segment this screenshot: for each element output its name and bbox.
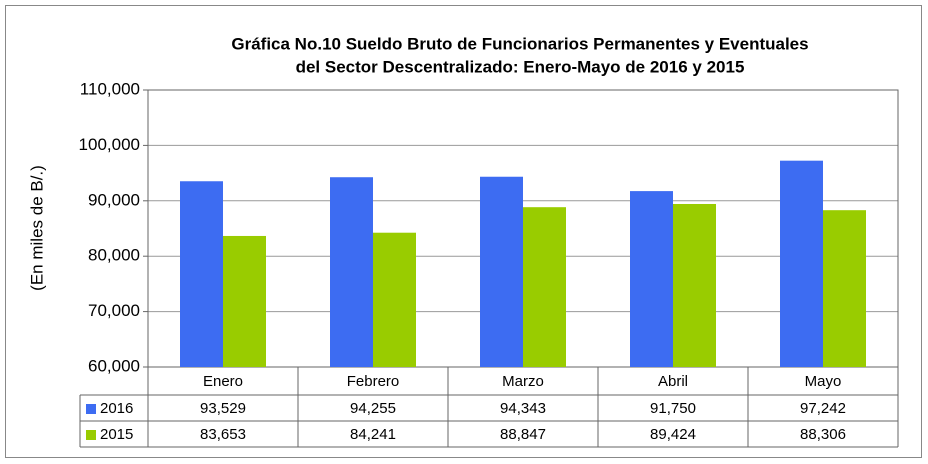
- bar: [180, 181, 223, 367]
- x-tick-label: Marzo: [502, 373, 544, 390]
- legend-key: [86, 404, 96, 414]
- legend-label: 2015: [100, 426, 133, 443]
- y-tick-label: 100,000: [79, 135, 140, 154]
- bar: [373, 232, 416, 367]
- y-tick-label: 60,000: [88, 356, 140, 375]
- data-label: 91,750: [650, 400, 696, 417]
- legend-label: 2016: [100, 400, 133, 417]
- y-tick-label: 110,000: [80, 79, 140, 98]
- data-label: 88,847: [500, 426, 546, 443]
- data-label: 94,343: [500, 400, 546, 417]
- data-label: 89,424: [650, 426, 696, 443]
- bar: [523, 207, 566, 367]
- bar: [330, 177, 373, 367]
- data-label: 88,306: [800, 426, 846, 443]
- bar: [780, 160, 823, 367]
- y-axis-label: (En miles de B/.): [27, 165, 46, 291]
- chart-title: Gráfica No.10 Sueldo Bruto de Funcionari…: [231, 34, 808, 53]
- chart-title: del Sector Descentralizado: Enero-Mayo d…: [296, 57, 745, 76]
- bar: [630, 191, 673, 367]
- bar: [223, 235, 266, 367]
- data-label: 94,255: [350, 400, 396, 417]
- y-tick-label: 80,000: [88, 246, 140, 265]
- y-tick-label: 70,000: [88, 301, 140, 320]
- x-tick-label: Febrero: [347, 373, 400, 390]
- data-label: 83,653: [200, 426, 246, 443]
- x-tick-label: Abril: [658, 373, 688, 390]
- bar: [673, 203, 716, 367]
- data-label: 84,241: [350, 426, 396, 443]
- data-label: 93,529: [200, 400, 246, 417]
- legend-key: [86, 430, 96, 440]
- x-tick-label: Enero: [203, 373, 243, 390]
- y-tick-label: 90,000: [88, 190, 140, 209]
- chart-frame: [5, 5, 922, 458]
- x-tick-label: Mayo: [805, 373, 842, 390]
- bar: [823, 210, 866, 367]
- bar: [480, 176, 523, 367]
- data-label: 97,242: [800, 400, 846, 417]
